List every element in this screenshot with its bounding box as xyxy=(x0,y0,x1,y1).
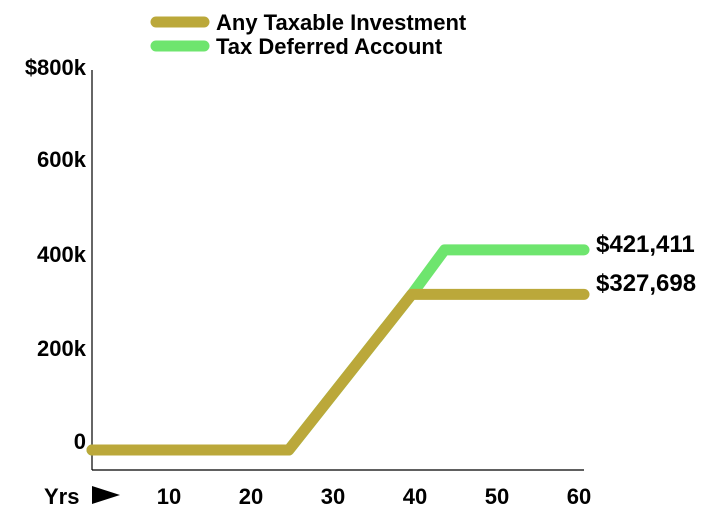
y-tick-label-400k: 400k xyxy=(37,242,87,267)
series-line-tax-deferred xyxy=(86,244,590,456)
legend-label-taxable: Any Taxable Investment xyxy=(216,10,467,35)
y-tick-label-200k: 200k xyxy=(37,336,87,361)
x-axis-label: Yrs xyxy=(44,484,79,506)
legend-label-deferred: Tax Deferred Account xyxy=(216,34,443,59)
y-tick-labels: 0 200k 400k 600k $800k xyxy=(25,55,87,454)
y-tick-label-600k: 600k xyxy=(37,147,87,172)
x-tick-label-60: 60 xyxy=(567,484,591,506)
x-tick-labels: 10 20 30 40 50 60 xyxy=(157,484,591,506)
series-line-taxable xyxy=(86,288,590,456)
end-label-tax-deferred: $421,411 xyxy=(596,231,695,258)
x-tick-label-10: 10 xyxy=(157,484,181,506)
x-tick-label-20: 20 xyxy=(239,484,263,506)
x-tick-label-50: 50 xyxy=(485,484,509,506)
end-label-taxable: $327,698 xyxy=(596,270,696,297)
x-tick-label-40: 40 xyxy=(403,484,427,506)
legend: Any Taxable Investment Tax Deferred Acco… xyxy=(150,10,467,59)
x-axis-arrow-icon xyxy=(92,486,120,504)
y-tick-label-800k: $800k xyxy=(25,55,87,80)
y-tick-label-0: 0 xyxy=(74,429,86,454)
x-tick-label-30: 30 xyxy=(321,484,345,506)
